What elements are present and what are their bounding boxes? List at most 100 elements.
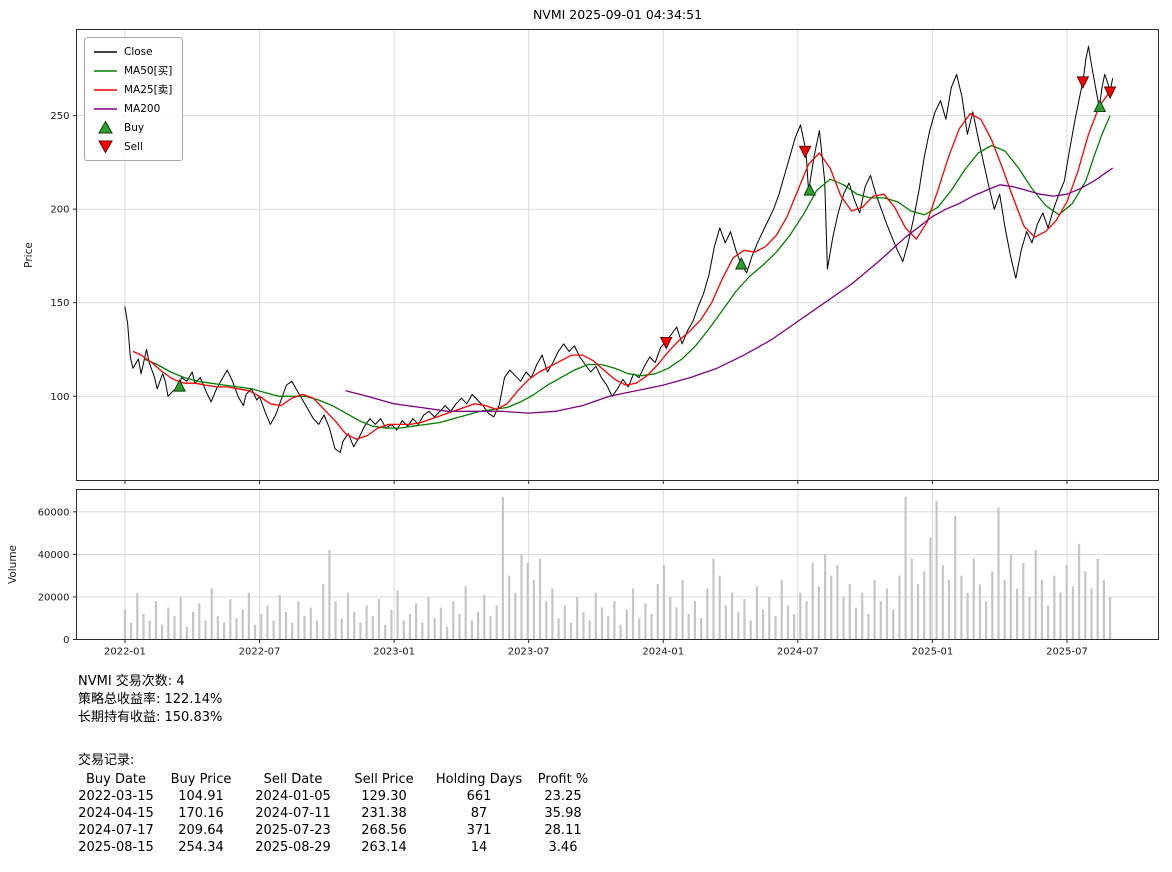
trade-cell: 2025-08-29 xyxy=(255,840,331,855)
volume-bar xyxy=(384,624,387,640)
volume-bar xyxy=(322,584,325,640)
trade-cell: 170.16 xyxy=(178,806,224,821)
volume-bar xyxy=(997,507,1000,640)
series-ma25 xyxy=(132,90,1111,440)
volume-bar xyxy=(545,601,548,640)
volume-bar xyxy=(421,622,424,640)
volume-bar xyxy=(712,558,715,640)
volume-bar xyxy=(396,590,399,640)
volume-bar xyxy=(947,579,951,640)
trade-cell: 3.46 xyxy=(548,840,578,855)
volume-bar xyxy=(650,614,653,640)
trade-table-header: Buy Date Buy Price Sell Date Sell Price Hold… xyxy=(78,771,598,788)
volume-bar xyxy=(1096,558,1099,640)
volume-bar xyxy=(1059,592,1062,640)
trade-cell: 254.34 xyxy=(178,840,224,855)
volume-bar xyxy=(1003,579,1006,640)
volume-bar xyxy=(644,603,647,640)
volume-bar xyxy=(173,616,176,640)
volume-bar xyxy=(365,605,368,640)
volume-bar xyxy=(985,601,988,640)
volume-bar xyxy=(780,579,783,640)
trade-row: 2024-04-15 170.16 2024-07-11 231.38 87 35.98 xyxy=(78,805,598,822)
figure-svg: 100 150 200 250 0 20000 40000 60000 2022-01 2022-… xyxy=(7,29,1159,658)
trade-col-header: Buy Price xyxy=(170,772,232,787)
volume-bar xyxy=(1034,550,1037,640)
volume-bar xyxy=(340,618,343,640)
trade-log-heading: 交易记录: xyxy=(78,753,135,768)
volume-bar xyxy=(241,609,244,640)
volume-bar xyxy=(768,596,771,640)
chart-title: NVMI 2025-09-01 04:34:51 xyxy=(532,7,703,22)
volume-bar xyxy=(204,620,207,640)
legend-label: MA25[卖] xyxy=(124,84,173,96)
volume-bar xyxy=(786,605,789,640)
volume-bar xyxy=(879,601,882,640)
volume-bar xyxy=(148,620,151,640)
volume-bar xyxy=(464,586,467,640)
volume-bar xyxy=(526,562,529,640)
volume-bar xyxy=(520,554,523,640)
volume-bar xyxy=(501,496,504,640)
volume-ytick-label: 40000 xyxy=(38,550,70,561)
volume-bar xyxy=(557,618,560,640)
trade-cell: 2024-07-11 xyxy=(255,806,331,821)
volume-bar xyxy=(216,616,219,640)
volume-bar xyxy=(799,592,802,640)
volume-bar xyxy=(1053,575,1056,640)
volume-bar xyxy=(514,592,517,640)
strategy-return-line: 策略总收益率: 122.14% xyxy=(78,692,223,707)
volume-bar xyxy=(941,565,944,640)
volume-bar xyxy=(805,601,808,640)
volume-bar xyxy=(353,611,356,640)
volume-bar xyxy=(613,601,616,640)
trade-cell: 661 xyxy=(466,789,492,804)
trade-cell: 231.38 xyxy=(361,806,407,821)
trade-row: 2024-07-17 209.64 2025-07-23 268.56 371 28.11 xyxy=(78,822,598,839)
trade-cell: 371 xyxy=(466,823,492,838)
volume-bar xyxy=(266,605,269,640)
legend-line-swatch xyxy=(92,84,118,96)
volume-bar xyxy=(247,592,250,640)
volume-bar xyxy=(470,620,473,640)
volume-bar xyxy=(1022,562,1025,640)
legend-item: Sell xyxy=(92,138,172,155)
buy-triangle-icon xyxy=(92,120,118,135)
trade-log: 交易记录: Buy Date Buy Price Sell Date Sell Pri… xyxy=(78,752,598,856)
x-tick-label: 2023-07 xyxy=(508,647,550,658)
volume-bar xyxy=(1065,565,1068,640)
volume-bar xyxy=(284,611,288,640)
volume-bar xyxy=(600,607,604,640)
series-ma50 xyxy=(143,115,1111,429)
price-ytick-label: 250 xyxy=(50,111,69,122)
volume-ytick-label: 60000 xyxy=(38,507,70,518)
volume-bar xyxy=(303,616,306,640)
legend-label: MA200 xyxy=(124,102,161,115)
legend-label: Sell xyxy=(124,140,143,153)
volume-bar xyxy=(631,588,635,640)
volume-bar xyxy=(817,586,820,640)
volume-bar xyxy=(793,614,796,640)
volume-bar xyxy=(749,620,752,640)
volume-bar xyxy=(619,624,622,640)
volume-bar xyxy=(427,596,430,640)
sell-marker-icon xyxy=(659,336,673,350)
volume-bar xyxy=(762,609,765,640)
x-tick-label: 2024-07 xyxy=(777,647,819,658)
volume-bar xyxy=(588,620,591,640)
volume-bar xyxy=(687,614,690,640)
volume-bar xyxy=(291,622,294,640)
volume-bar xyxy=(179,596,182,640)
volume-bar xyxy=(594,592,597,640)
buy-marker-icon xyxy=(173,378,186,392)
volume-bar xyxy=(681,579,684,640)
legend: Close MA50[买] MA25[卖] MA200 Buy Sell xyxy=(84,37,184,161)
volume-bar xyxy=(892,609,895,640)
volume-bar xyxy=(966,592,969,640)
volume-bar xyxy=(954,516,957,640)
price-ytick-label: 150 xyxy=(50,298,69,309)
volume-bar xyxy=(458,614,461,640)
volume-bar xyxy=(272,620,275,640)
volume-bar xyxy=(873,579,876,640)
